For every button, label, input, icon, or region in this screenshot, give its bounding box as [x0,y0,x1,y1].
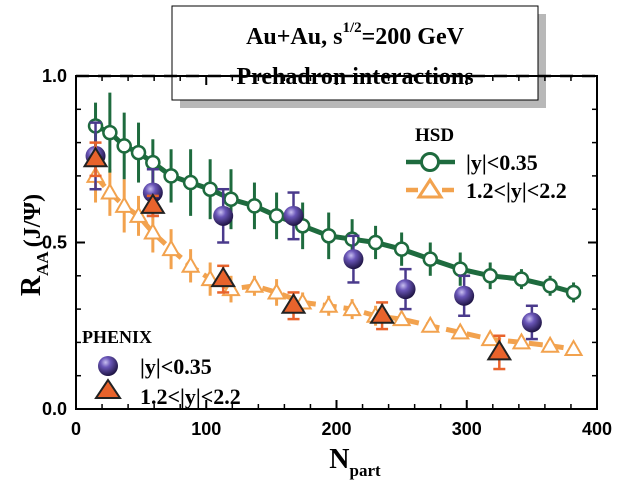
hsd-midrapidity-point [452,261,468,277]
hsd-midrapidity-point [102,124,118,141]
hsd-forward-point [244,275,265,293]
axis-ticks: 0 100 200 300 400 0.0 0.5 1.0 [42,66,612,439]
phenix-legend: PHENIX |y|<0.35 1.2<|y|<2.2 [82,327,241,409]
hsd-midrapidity-point [367,234,384,251]
hsd-midrapidity-point [246,198,263,214]
hsd-midrapidity-point [130,144,147,161]
hsd-midrapidity-point [182,174,199,191]
title-line-1-sup: 1/2 [342,20,361,36]
hsd-forward-point [161,239,181,257]
phenix-midrapidity-point [521,312,542,333]
phenix-midrapidity-point [283,205,304,226]
title-line-1: Au+Au, s1/2=200 GeV [246,20,465,50]
hsd-forward-point [180,255,201,273]
hsd-midrapidity-point [482,268,498,284]
phenix-forward-point [82,146,109,168]
y-axis-label: RAA (J/Ψ) [16,194,52,296]
title-line-1-prefix: Au+Au, s [246,24,342,50]
hsd-midrapidity-point [268,208,285,224]
phenix-legend-fwd-label: 1.2<|y|<2.2 [140,384,241,409]
hsd-midrapidity-point [320,228,337,244]
phenix-midrapidity-point [142,182,163,203]
hsd-forward-point [511,332,532,350]
phenix-midrapidity-point [454,285,475,306]
hsd-forward-point [450,322,470,340]
phenix-legend-fwd-marker [94,378,122,399]
hsd-midrapidity-point [565,284,582,301]
hsd-forward-point [480,329,500,347]
title-box: Au+Au, s1/2=200 GeV Prehadron interactio… [171,5,546,108]
hsd-midrapidity-point [422,251,439,267]
x-axis-label-main: N [329,444,349,475]
hsd-legend-mid-marker [420,152,440,172]
phenix-forward-point [280,292,307,314]
phenix-midrapidity-point [213,205,234,226]
x-tick-label: 300 [452,419,482,439]
y-axis-label-tail: (J/Ψ) [20,194,46,247]
phenix-legend-mid-marker [98,356,118,376]
hsd-midrapidity-point [202,181,218,197]
y-axis-label-main: R [16,275,47,296]
x-axis-label: Npart [329,444,381,480]
hsd-forward-point [420,315,441,333]
hsd-forward-point [342,299,362,317]
hsd-forward-point [100,182,120,200]
hsd-forward-series [85,149,584,357]
y-tick-label: 0.0 [42,399,67,419]
hsd-midrapidity-point [145,154,161,171]
hsd-midrapidity-point [542,278,558,294]
hsd-forward-point [114,195,134,213]
phenix-forward-point [210,266,236,288]
x-tick-label: 100 [191,419,221,439]
y-tick-label: 0.5 [42,233,67,253]
title-line-1-suffix: =200 GeV [362,24,465,50]
hsd-midrapidity-point [393,241,410,257]
phenix-legend-title: PHENIX [82,327,152,347]
y-tick-label: 1.0 [42,66,67,86]
hsd-legend-mid-label: |y|<0.35 [466,150,538,175]
phenix-forward-point [486,339,513,361]
hsd-forward-point [391,309,412,327]
hsd-forward-point [143,222,163,240]
hsd-forward-point [318,295,339,313]
hsd-forward-point [540,335,560,353]
x-tick-label: 0 [71,419,81,439]
hsd-legend-fwd-label: 1.2<|y|<2.2 [466,178,567,203]
hsd-midrapidity-point [163,168,179,184]
phenix-legend-mid-label: |y|<0.35 [140,354,212,379]
title-box-frame [171,5,539,101]
hsd-midrapidity-point [116,138,132,154]
y-axis-label-sub: AA [33,251,52,276]
hsd-forward-point [128,205,149,223]
hsd-legend-fwd-marker [416,177,444,199]
hsd-forward-point [266,282,287,300]
phenix-forward-series [82,141,513,371]
phenix-midrapidity-point [395,279,416,300]
phenix-forward-point [369,302,395,324]
hsd-legend-title: HSD [415,125,454,146]
hsd-midrapidity-point [513,271,530,287]
phenix-forward-point [140,192,166,214]
hsd-legend: HSD |y|<0.35 1.2<|y|<2.2 [406,125,567,203]
x-axis-label-sub: part [350,461,382,480]
x-tick-label: 400 [582,419,612,439]
hsd-midrapidity-point [223,191,239,207]
x-tick-label: 200 [321,419,351,439]
hsd-forward-point [563,339,584,357]
phenix-midrapidity-point [343,249,364,270]
hsd-forward-line [93,174,574,352]
